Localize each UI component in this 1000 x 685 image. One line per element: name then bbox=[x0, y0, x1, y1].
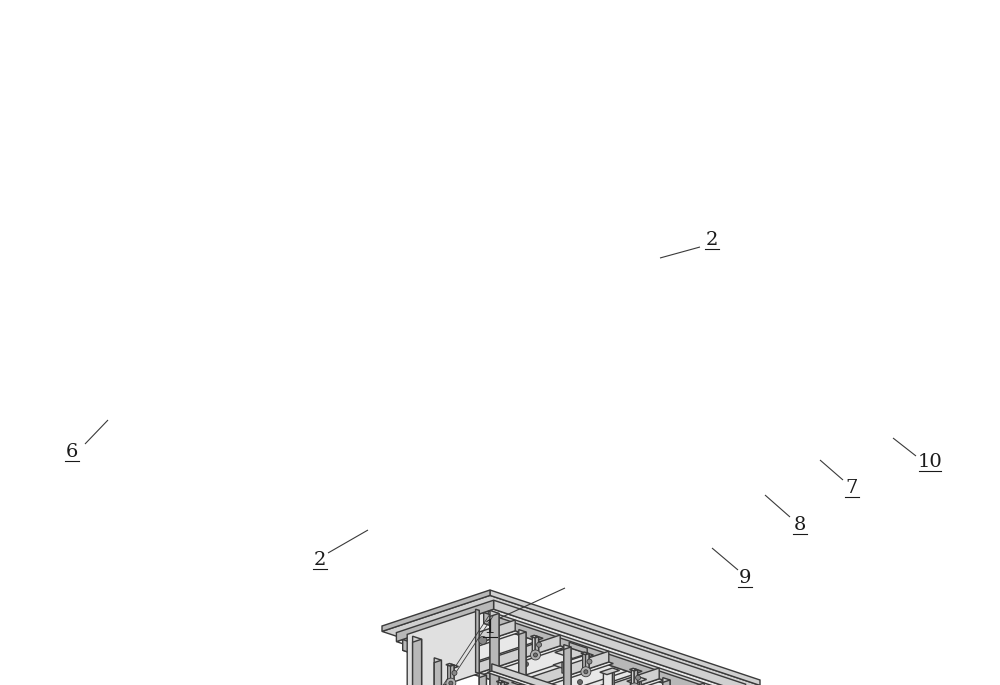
Polygon shape bbox=[429, 631, 520, 661]
Polygon shape bbox=[620, 684, 732, 685]
Circle shape bbox=[581, 667, 591, 677]
Polygon shape bbox=[492, 664, 744, 685]
Polygon shape bbox=[407, 610, 479, 685]
Polygon shape bbox=[490, 610, 499, 685]
Polygon shape bbox=[627, 677, 647, 684]
Polygon shape bbox=[564, 645, 571, 685]
Polygon shape bbox=[446, 664, 459, 668]
Circle shape bbox=[636, 675, 641, 680]
Polygon shape bbox=[630, 669, 642, 673]
Polygon shape bbox=[663, 677, 670, 685]
Polygon shape bbox=[519, 630, 526, 682]
Text: 10: 10 bbox=[918, 453, 942, 471]
Polygon shape bbox=[581, 652, 594, 656]
Text: 8: 8 bbox=[794, 516, 806, 534]
Polygon shape bbox=[440, 624, 552, 662]
Text: 9: 9 bbox=[739, 569, 751, 587]
Circle shape bbox=[446, 678, 456, 685]
Polygon shape bbox=[413, 639, 422, 685]
Polygon shape bbox=[569, 643, 587, 653]
Text: 1: 1 bbox=[484, 619, 496, 637]
Circle shape bbox=[524, 662, 528, 667]
Polygon shape bbox=[382, 590, 490, 632]
Polygon shape bbox=[490, 613, 499, 685]
Polygon shape bbox=[555, 647, 587, 658]
Circle shape bbox=[587, 659, 592, 664]
Polygon shape bbox=[474, 635, 560, 675]
Polygon shape bbox=[494, 600, 746, 685]
Polygon shape bbox=[450, 665, 454, 684]
Polygon shape bbox=[663, 680, 670, 685]
Polygon shape bbox=[635, 669, 638, 685]
Polygon shape bbox=[553, 662, 571, 668]
Polygon shape bbox=[522, 662, 613, 685]
Polygon shape bbox=[630, 678, 639, 685]
Polygon shape bbox=[603, 669, 612, 685]
Polygon shape bbox=[585, 653, 589, 673]
Polygon shape bbox=[573, 679, 664, 685]
Polygon shape bbox=[586, 653, 589, 671]
Polygon shape bbox=[600, 668, 620, 675]
Polygon shape bbox=[573, 668, 659, 685]
Polygon shape bbox=[403, 640, 655, 685]
Circle shape bbox=[629, 683, 639, 685]
Polygon shape bbox=[479, 673, 486, 685]
Polygon shape bbox=[562, 662, 571, 676]
Polygon shape bbox=[429, 620, 515, 660]
Polygon shape bbox=[413, 636, 422, 685]
Polygon shape bbox=[612, 669, 614, 685]
Polygon shape bbox=[434, 660, 441, 685]
Text: 7: 7 bbox=[846, 479, 858, 497]
Polygon shape bbox=[403, 649, 659, 685]
Polygon shape bbox=[474, 646, 565, 676]
Polygon shape bbox=[407, 638, 659, 685]
Circle shape bbox=[479, 636, 487, 645]
Polygon shape bbox=[535, 637, 539, 656]
Polygon shape bbox=[396, 609, 746, 685]
Polygon shape bbox=[434, 658, 441, 685]
Polygon shape bbox=[639, 678, 641, 685]
Circle shape bbox=[533, 653, 537, 657]
Polygon shape bbox=[479, 675, 486, 685]
Polygon shape bbox=[512, 680, 526, 685]
Polygon shape bbox=[496, 680, 509, 684]
Circle shape bbox=[449, 681, 453, 685]
Polygon shape bbox=[451, 664, 454, 683]
Polygon shape bbox=[532, 637, 535, 656]
Circle shape bbox=[537, 643, 542, 647]
Polygon shape bbox=[448, 665, 450, 684]
Polygon shape bbox=[530, 635, 543, 640]
Polygon shape bbox=[530, 654, 642, 685]
Polygon shape bbox=[564, 647, 571, 685]
Circle shape bbox=[530, 650, 540, 660]
Polygon shape bbox=[519, 632, 526, 685]
Polygon shape bbox=[484, 622, 740, 685]
Polygon shape bbox=[634, 670, 638, 685]
Text: 2: 2 bbox=[314, 551, 326, 569]
Polygon shape bbox=[382, 595, 760, 685]
Polygon shape bbox=[396, 600, 494, 642]
Polygon shape bbox=[575, 669, 687, 685]
Polygon shape bbox=[490, 590, 760, 685]
Polygon shape bbox=[484, 612, 736, 685]
Polygon shape bbox=[502, 681, 504, 685]
Polygon shape bbox=[536, 636, 539, 655]
Polygon shape bbox=[631, 670, 634, 685]
Polygon shape bbox=[522, 651, 609, 685]
Polygon shape bbox=[583, 654, 585, 673]
Polygon shape bbox=[618, 683, 704, 685]
Polygon shape bbox=[485, 639, 597, 676]
Circle shape bbox=[452, 671, 457, 675]
Polygon shape bbox=[487, 671, 744, 685]
Text: 6: 6 bbox=[66, 443, 78, 461]
Polygon shape bbox=[498, 682, 501, 685]
Text: 2: 2 bbox=[706, 231, 718, 249]
Circle shape bbox=[578, 680, 582, 684]
Polygon shape bbox=[488, 611, 740, 685]
Polygon shape bbox=[501, 682, 504, 685]
Circle shape bbox=[584, 670, 588, 674]
Polygon shape bbox=[476, 609, 479, 673]
